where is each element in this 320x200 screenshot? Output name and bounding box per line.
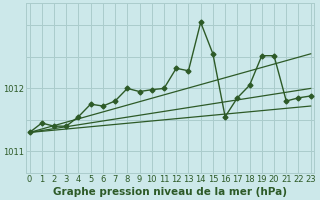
X-axis label: Graphe pression niveau de la mer (hPa): Graphe pression niveau de la mer (hPa): [53, 187, 287, 197]
